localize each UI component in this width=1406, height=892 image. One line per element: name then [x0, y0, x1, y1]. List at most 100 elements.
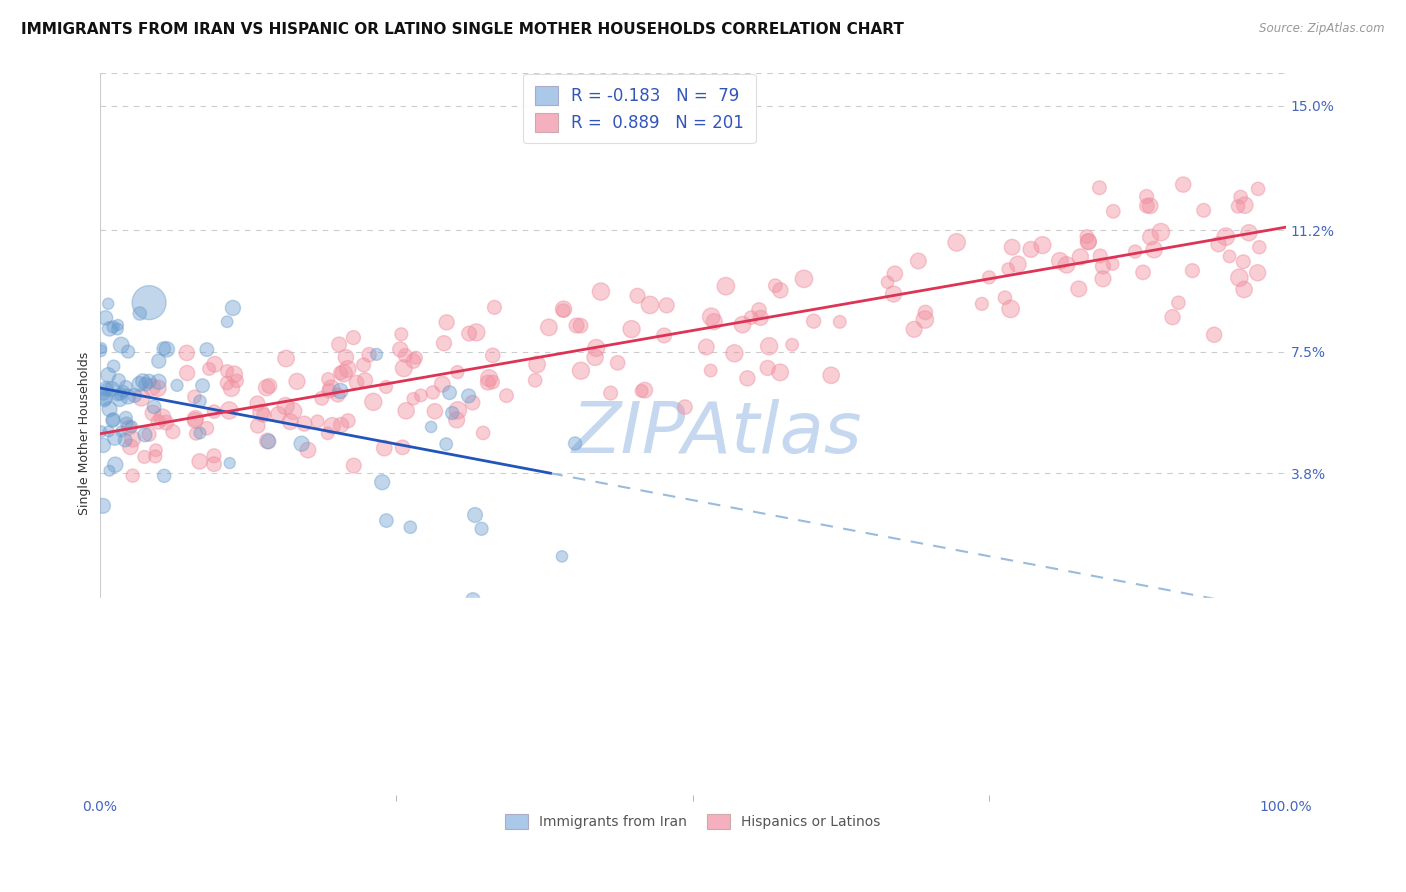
Point: [148, 415, 170, 429]
Point: [184, 411, 207, 425]
Point: [97, 368, 120, 382]
Point: [256, 381, 278, 395]
Point: [107, 388, 129, 402]
Point: [110, 387, 132, 401]
Point: [318, 384, 340, 398]
Point: [409, 388, 432, 402]
Point: [104, 431, 127, 445]
Point: [256, 434, 278, 448]
Point: [257, 434, 280, 449]
Point: [225, 374, 247, 388]
Point: [148, 354, 170, 368]
Point: [96, 382, 118, 396]
Point: [1000, 301, 1022, 316]
Point: [143, 400, 166, 414]
Point: [758, 339, 780, 353]
Point: [481, 375, 503, 389]
Point: [104, 458, 127, 472]
Point: [117, 344, 139, 359]
Point: [1088, 180, 1111, 194]
Point: [1019, 243, 1042, 257]
Point: [121, 419, 143, 434]
Point: [337, 414, 360, 428]
Point: [626, 289, 648, 303]
Point: [98, 464, 121, 478]
Point: [326, 388, 349, 402]
Point: [143, 450, 166, 464]
Point: [1123, 244, 1146, 259]
Point: [395, 404, 418, 418]
Point: [148, 375, 170, 389]
Point: [138, 295, 160, 310]
Point: [434, 437, 457, 451]
Point: [700, 310, 723, 324]
Point: [101, 413, 124, 427]
Point: [1076, 229, 1098, 244]
Point: [218, 403, 240, 417]
Point: [564, 436, 586, 450]
Point: [343, 458, 366, 473]
Point: [292, 417, 315, 431]
Point: [112, 384, 135, 399]
Point: [328, 337, 350, 351]
Point: [224, 368, 246, 382]
Point: [392, 361, 415, 376]
Point: [1135, 189, 1157, 203]
Point: [153, 468, 176, 483]
Point: [433, 336, 456, 351]
Point: [336, 362, 359, 376]
Point: [820, 368, 842, 383]
Point: [1181, 263, 1204, 277]
Point: [420, 420, 443, 434]
Point: [405, 351, 427, 365]
Point: [1229, 270, 1251, 285]
Point: [135, 377, 157, 392]
Point: [107, 318, 129, 332]
Point: [1237, 226, 1260, 240]
Point: [1229, 190, 1251, 204]
Point: [183, 390, 205, 404]
Point: [756, 360, 779, 375]
Point: [134, 427, 156, 442]
Point: [1233, 198, 1256, 212]
Point: [731, 318, 754, 332]
Point: [114, 380, 136, 394]
Point: [1049, 253, 1071, 268]
Point: [103, 359, 125, 374]
Point: [763, 278, 786, 293]
Point: [585, 341, 607, 355]
Point: [146, 381, 169, 395]
Point: [246, 396, 269, 410]
Point: [630, 384, 652, 398]
Point: [330, 417, 353, 432]
Point: [673, 400, 696, 414]
Point: [267, 408, 290, 422]
Point: [333, 367, 356, 381]
Point: [620, 322, 643, 336]
Point: [1056, 258, 1078, 272]
Point: [98, 322, 121, 336]
Point: [110, 425, 132, 439]
Point: [749, 310, 772, 325]
Point: [1150, 225, 1173, 239]
Point: [769, 284, 792, 298]
Point: [553, 302, 575, 317]
Point: [1001, 240, 1024, 254]
Point: [699, 363, 721, 377]
Point: [274, 399, 297, 413]
Point: [569, 364, 592, 378]
Point: [537, 320, 560, 334]
Point: [250, 406, 273, 420]
Point: [94, 391, 117, 405]
Point: [121, 468, 143, 483]
Point: [553, 303, 575, 318]
Point: [134, 450, 156, 464]
Point: [321, 381, 343, 395]
Point: [316, 426, 339, 441]
Point: [124, 388, 146, 402]
Point: [1136, 199, 1159, 213]
Point: [259, 379, 281, 393]
Point: [218, 456, 240, 470]
Point: [142, 406, 165, 420]
Point: [793, 272, 815, 286]
